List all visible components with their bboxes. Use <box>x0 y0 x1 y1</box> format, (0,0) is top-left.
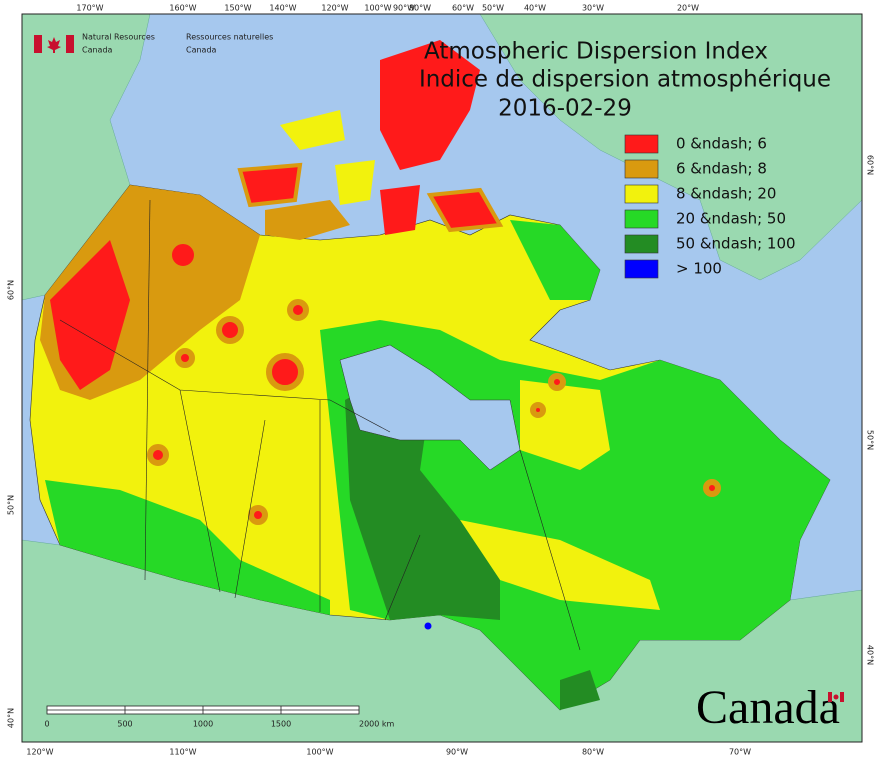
zone-darkgreen-east <box>560 670 600 710</box>
right-lat-label: 50°N <box>866 430 875 450</box>
legend-label: 50 &ndash; 100 <box>676 235 796 253</box>
top-lon-label: 100°W <box>364 4 391 13</box>
blue-spot <box>424 622 432 630</box>
legend-swatch <box>624 259 659 279</box>
scale-label: 2000 km <box>359 720 395 729</box>
top-lon-label: 160°W <box>169 4 196 13</box>
bottom-lon-label: 80°W <box>582 748 604 757</box>
legend: 0 &ndash; 6 6 &ndash; 8 8 &ndash; 20 20 &nd… <box>624 134 796 279</box>
top-lon-label: 50°W <box>482 4 504 13</box>
red-spot <box>530 402 546 418</box>
agency-en: Natural Resources <box>82 33 155 42</box>
island-red <box>380 185 420 235</box>
bottom-lon-label: 110°W <box>169 748 196 757</box>
red-spot <box>248 505 268 525</box>
alaska <box>21 13 151 301</box>
legend-label: > 100 <box>676 260 722 278</box>
bottom-lon-label: 100°W <box>306 748 333 757</box>
border <box>144 199 151 581</box>
zone-yellow-south <box>460 520 660 610</box>
legend-swatch <box>624 184 659 204</box>
flag-bar <box>840 692 844 702</box>
legend-label: 0 &ndash; 6 <box>676 135 767 153</box>
borders <box>59 199 581 651</box>
maple-leaf <box>47 37 61 53</box>
red-spot <box>216 316 244 344</box>
top-lon-label: 80°W <box>409 4 431 13</box>
flag-bar <box>66 35 74 53</box>
red-spot <box>266 353 304 391</box>
red-spot <box>703 479 721 497</box>
legend-swatch <box>624 134 659 154</box>
red-spot <box>287 299 309 321</box>
scale-label: 1500 <box>271 720 291 729</box>
title: Atmospheric Dispersion Index Indice de d… <box>419 39 831 122</box>
top-lon-label: 60°W <box>452 4 474 13</box>
top-lon-label: 170°W <box>76 4 103 13</box>
title-line: Indice de dispersion atmosphérique <box>419 67 831 93</box>
red-spots <box>147 238 721 525</box>
left-lat-label: 50°N <box>7 495 16 515</box>
canada-wordmark: Canada <box>696 681 840 734</box>
flag-bar <box>34 35 42 53</box>
island-yellow-2 <box>335 160 375 205</box>
agency-fr: Ressources naturelles <box>186 33 273 42</box>
red-spot <box>166 238 200 272</box>
legend-label: 8 &ndash; 20 <box>676 185 776 203</box>
border <box>234 419 266 599</box>
border <box>384 534 421 621</box>
island-orange <box>265 200 350 240</box>
maple-leaf <box>833 694 839 700</box>
agency-en: Canada <box>82 46 113 55</box>
top-lon-label: 40°W <box>524 4 546 13</box>
zone-green-west <box>45 480 330 615</box>
top-lon-label: 120°W <box>321 4 348 13</box>
bottom-lon-label: 120°W <box>26 748 53 757</box>
left-lat-label: 60°N <box>7 280 16 300</box>
title-line: 2016-02-29 <box>498 96 632 122</box>
island-yellow <box>280 110 345 150</box>
red-spot <box>175 348 195 368</box>
agency-fr: Canada <box>186 46 217 55</box>
hudson-bay <box>339 344 521 471</box>
flag-logo <box>34 35 74 53</box>
top-lon-label: 20°W <box>677 4 699 13</box>
red-spot <box>548 373 566 391</box>
red-spot <box>147 444 169 466</box>
ellesmere <box>380 40 480 170</box>
top-lon-label: 30°W <box>582 4 604 13</box>
top-lon-label: 150°W <box>224 4 251 13</box>
legend-swatch <box>624 234 659 254</box>
legend-swatch <box>624 159 659 179</box>
baffin-red <box>426 187 504 233</box>
scale-label: 500 <box>117 720 132 729</box>
left-lat-label: 40°N <box>7 708 16 728</box>
right-lat-label: 40°N <box>866 645 875 665</box>
zone-yellow-quebec <box>520 380 610 470</box>
island-red-w <box>237 162 303 208</box>
scale-label: 0 <box>44 720 49 729</box>
frame <box>21 13 863 743</box>
right-lat-label: 60°N <box>866 155 875 175</box>
legend-label: 20 &ndash; 50 <box>676 210 786 228</box>
graticule-labels: 170°W 160°W 150°W 140°W 120°W 100°W 90°W80°W 60… <box>7 4 875 757</box>
zone-red-yukon <box>50 240 130 390</box>
wordmark-flag <box>828 692 844 702</box>
legend-label: 6 &ndash; 8 <box>676 160 767 178</box>
border <box>59 319 391 433</box>
top-lon-label: 90°W <box>393 4 415 13</box>
border <box>519 449 581 651</box>
title-line: Atmospheric Dispersion Index <box>424 39 768 65</box>
flag-bar <box>828 692 832 702</box>
scale-bar: 0 500 1000 1500 2000 km <box>44 705 395 729</box>
bottom-lon-label: 90°W <box>446 748 468 757</box>
baffin-green <box>510 220 600 300</box>
scale-label: 1000 <box>193 720 213 729</box>
border <box>179 389 221 593</box>
legend-swatch <box>624 209 659 229</box>
bottom-lon-label: 70°W <box>729 748 751 757</box>
top-lon-label: 140°W <box>269 4 296 13</box>
